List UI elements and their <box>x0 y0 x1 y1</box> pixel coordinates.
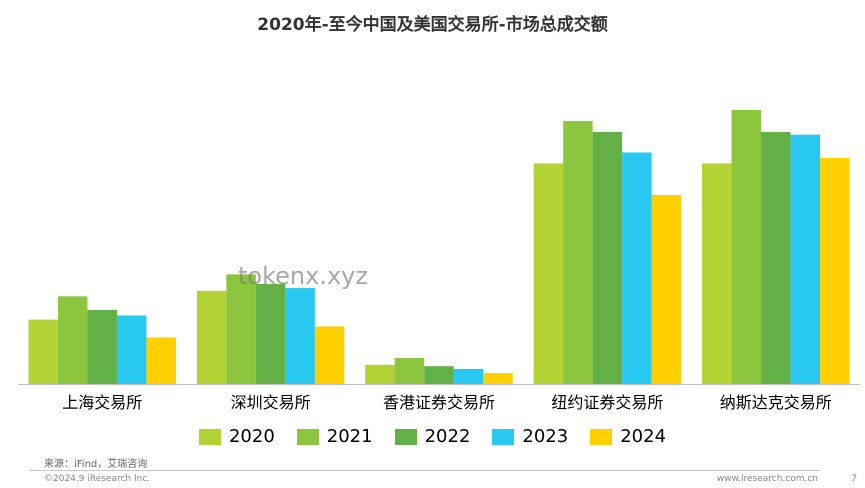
bar-2020-3 <box>533 163 564 384</box>
legend-swatch-2022 <box>394 428 417 445</box>
chart-title: 2020年-至今中国及美国交易所-市场总成交额 <box>257 15 608 35</box>
bar-2021-0 <box>57 296 88 384</box>
bar-2023-0 <box>116 315 147 384</box>
legend-swatch-2024 <box>590 428 613 445</box>
bar-2024-4 <box>820 157 850 384</box>
legend-item-2023: 2023 <box>492 426 568 447</box>
bar-chart: 上海交易所 深圳交易所 香港证券交易所 纽约证券交易所 纳斯达克交易所 <box>18 110 860 412</box>
bar-2023-3 <box>622 152 652 384</box>
legend-swatch-2020 <box>198 428 221 445</box>
category-label: 深圳交易所 <box>231 393 311 412</box>
legend-swatch-2023 <box>492 428 515 445</box>
bar-2024-3 <box>651 194 682 384</box>
footer-divider <box>30 470 820 471</box>
bar-2020-4 <box>702 163 732 384</box>
legend-item-2024: 2024 <box>590 426 666 447</box>
bar-2020-0 <box>28 319 58 384</box>
category-label: 纳斯达克交易所 <box>720 393 832 412</box>
legend-label-2020: 2020 <box>228 426 275 447</box>
website-link[interactable]: www.iresearch.com.cn <box>716 474 818 484</box>
legend-swatch-2021 <box>296 428 319 445</box>
page-number: 7 <box>851 474 857 484</box>
category-label: 纽约证券交易所 <box>551 393 663 412</box>
bar-2021-4 <box>731 110 762 384</box>
legend-label-2021: 2021 <box>326 426 373 447</box>
bar-2021-3 <box>563 120 593 385</box>
copyright-text: ©2024.9 iResearch Inc. <box>44 474 151 484</box>
bar-2024-0 <box>146 337 176 384</box>
bar-2022-4 <box>761 131 791 384</box>
bar-2023-1 <box>285 288 315 384</box>
bar-2022-0 <box>87 310 117 384</box>
legend-label-2023: 2023 <box>522 426 569 447</box>
source-note: 来源：iFind，艾瑞咨询 <box>44 459 148 470</box>
bar-2024-2 <box>483 373 513 384</box>
bar-2021-2 <box>394 357 425 384</box>
chart-legend: 2020 2021 2022 2023 2024 <box>0 426 865 447</box>
legend-label-2022: 2022 <box>424 426 471 447</box>
bar-2023-4 <box>790 134 821 384</box>
category-label: 香港证券交易所 <box>383 393 495 412</box>
legend-label-2024: 2024 <box>620 426 667 447</box>
bar-2022-3 <box>592 131 623 384</box>
bar-2022-2 <box>424 366 454 384</box>
bar-2020-2 <box>365 364 395 384</box>
bar-2023-2 <box>453 368 484 384</box>
watermark-text: tokenx.xyz <box>238 262 368 290</box>
legend-item-2021: 2021 <box>296 426 373 447</box>
category-label: 上海交易所 <box>62 393 142 412</box>
bar-2022-1 <box>255 283 286 384</box>
legend-item-2020: 2020 <box>198 426 275 447</box>
bar-2024-1 <box>314 326 345 384</box>
legend-item-2022: 2022 <box>394 426 471 447</box>
bar-2021-1 <box>226 274 256 384</box>
bar-2020-1 <box>196 290 227 384</box>
